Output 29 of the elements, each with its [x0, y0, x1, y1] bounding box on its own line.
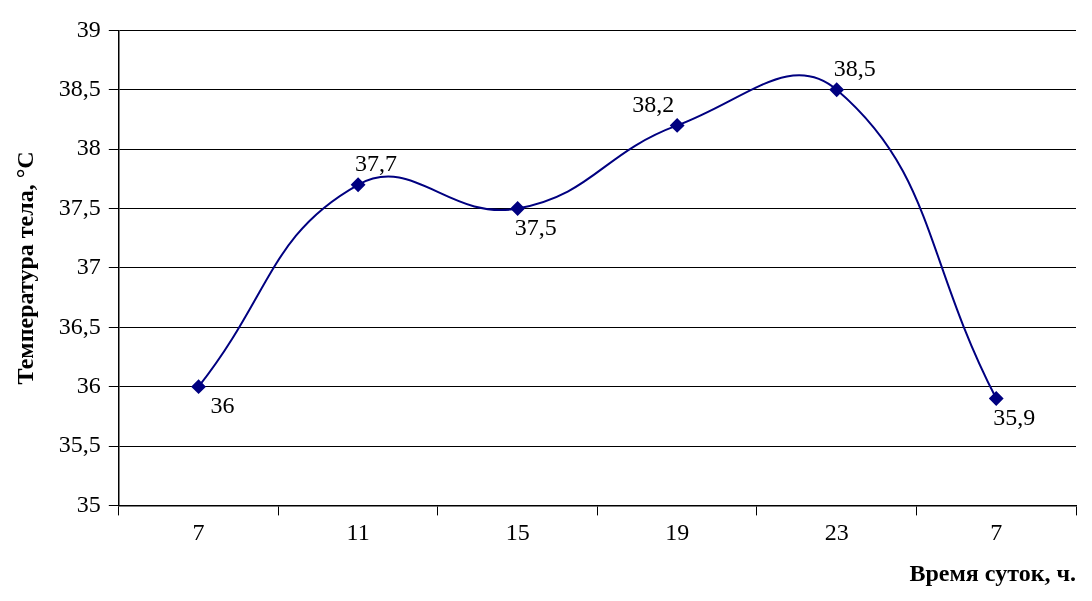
data-label: 37,5 — [514, 213, 557, 240]
data-label: 38,5 — [833, 55, 876, 82]
y-tick-label: 35,5 — [58, 431, 101, 458]
x-tick-label: 7 — [990, 519, 1003, 546]
x-axis-title: Время суток, ч. — [909, 559, 1076, 586]
y-tick-label: 37,5 — [58, 193, 101, 220]
data-label: 38,2 — [632, 90, 675, 117]
x-tick-label: 11 — [346, 519, 370, 546]
point — [829, 82, 844, 97]
y-tick-label: 35 — [76, 490, 101, 517]
x-tick-label: 15 — [505, 519, 530, 546]
y-tick-label: 39 — [76, 15, 101, 42]
x-tick-label: 23 — [824, 519, 849, 546]
y-tick-label: 36,5 — [58, 312, 101, 339]
point — [989, 391, 1004, 406]
y-tick-label: 38 — [76, 134, 101, 161]
point — [670, 118, 685, 133]
y-tick-label: 36 — [76, 371, 101, 398]
point — [351, 177, 366, 192]
data-label: 35,9 — [993, 403, 1036, 430]
point — [191, 379, 206, 394]
x-tick-label: 7 — [192, 519, 205, 546]
y-tick-label: 37 — [76, 253, 101, 280]
data-label: 36 — [210, 391, 235, 418]
y-tick-label: 38,5 — [58, 75, 101, 102]
point — [510, 201, 525, 216]
data-label: 37,7 — [355, 150, 398, 177]
x-tick-label: 19 — [665, 519, 690, 546]
y-axis-title: Температура тела, °C — [11, 151, 38, 385]
